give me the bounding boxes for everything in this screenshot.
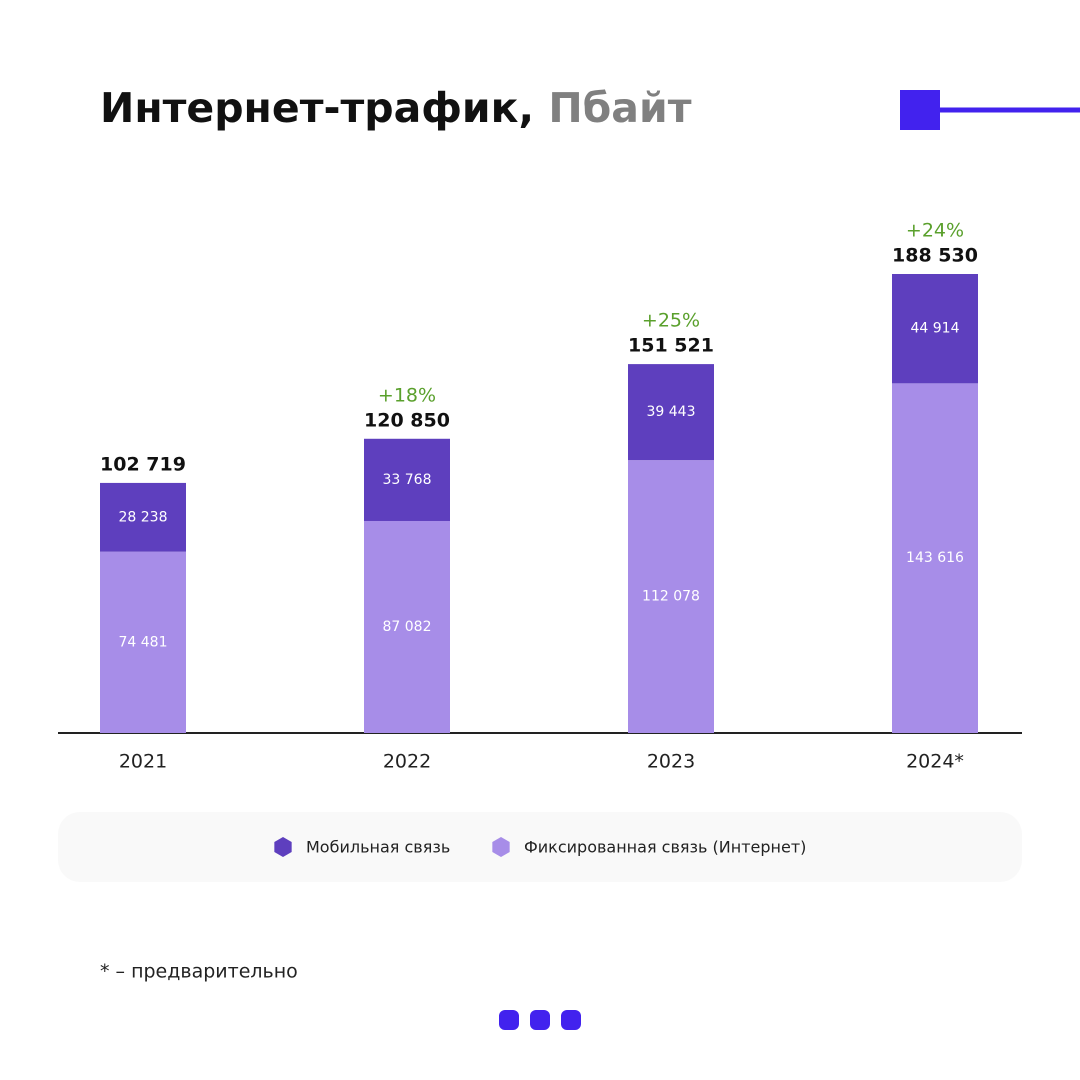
total-label: 151 521 bbox=[628, 335, 714, 357]
legend-box bbox=[58, 812, 1022, 882]
x-tick-label: 2021 bbox=[119, 751, 167, 773]
page-dot bbox=[561, 1010, 581, 1030]
growth-label: +24% bbox=[906, 220, 964, 242]
bar-segment bbox=[892, 383, 978, 733]
title-text: Интернет-трафик, bbox=[100, 84, 534, 132]
legend-label: Мобильная связь bbox=[306, 838, 450, 857]
value-label: 28 238 bbox=[119, 509, 168, 525]
title-unit: Пбайт bbox=[548, 84, 691, 132]
legend-marker bbox=[492, 837, 510, 857]
chart-title: Интернет-трафик, Пбайт bbox=[100, 84, 692, 132]
total-label: 188 530 bbox=[892, 245, 978, 267]
bar-segment bbox=[892, 274, 978, 384]
x-tick-label: 2024* bbox=[906, 751, 964, 773]
page-dot bbox=[499, 1010, 519, 1030]
page-dot bbox=[530, 1010, 550, 1030]
total-label: 102 719 bbox=[100, 453, 186, 475]
bar-segment bbox=[364, 438, 450, 521]
value-label: 44 914 bbox=[911, 321, 960, 337]
growth-label: +25% bbox=[642, 310, 700, 332]
value-label: 143 616 bbox=[906, 550, 964, 566]
value-label: 39 443 bbox=[647, 404, 696, 420]
bar-segment bbox=[628, 460, 714, 733]
x-tick-label: 2023 bbox=[647, 751, 695, 773]
decor-square bbox=[900, 90, 940, 130]
total-label: 120 850 bbox=[364, 409, 450, 431]
bar-segment bbox=[628, 364, 714, 461]
bar-segment bbox=[364, 520, 450, 733]
value-label: 87 082 bbox=[383, 619, 432, 635]
bar-segment bbox=[100, 482, 186, 552]
footnote: * – предварительно bbox=[100, 961, 298, 983]
legend-marker bbox=[274, 837, 292, 857]
growth-label: +18% bbox=[378, 384, 436, 406]
value-label: 33 768 bbox=[383, 472, 432, 488]
bar-segment bbox=[100, 551, 186, 733]
value-label: 74 481 bbox=[119, 634, 168, 650]
value-label: 112 078 bbox=[642, 589, 700, 605]
legend-label: Фиксированная связь (Интернет) bbox=[524, 838, 806, 857]
x-tick-label: 2022 bbox=[383, 751, 431, 773]
